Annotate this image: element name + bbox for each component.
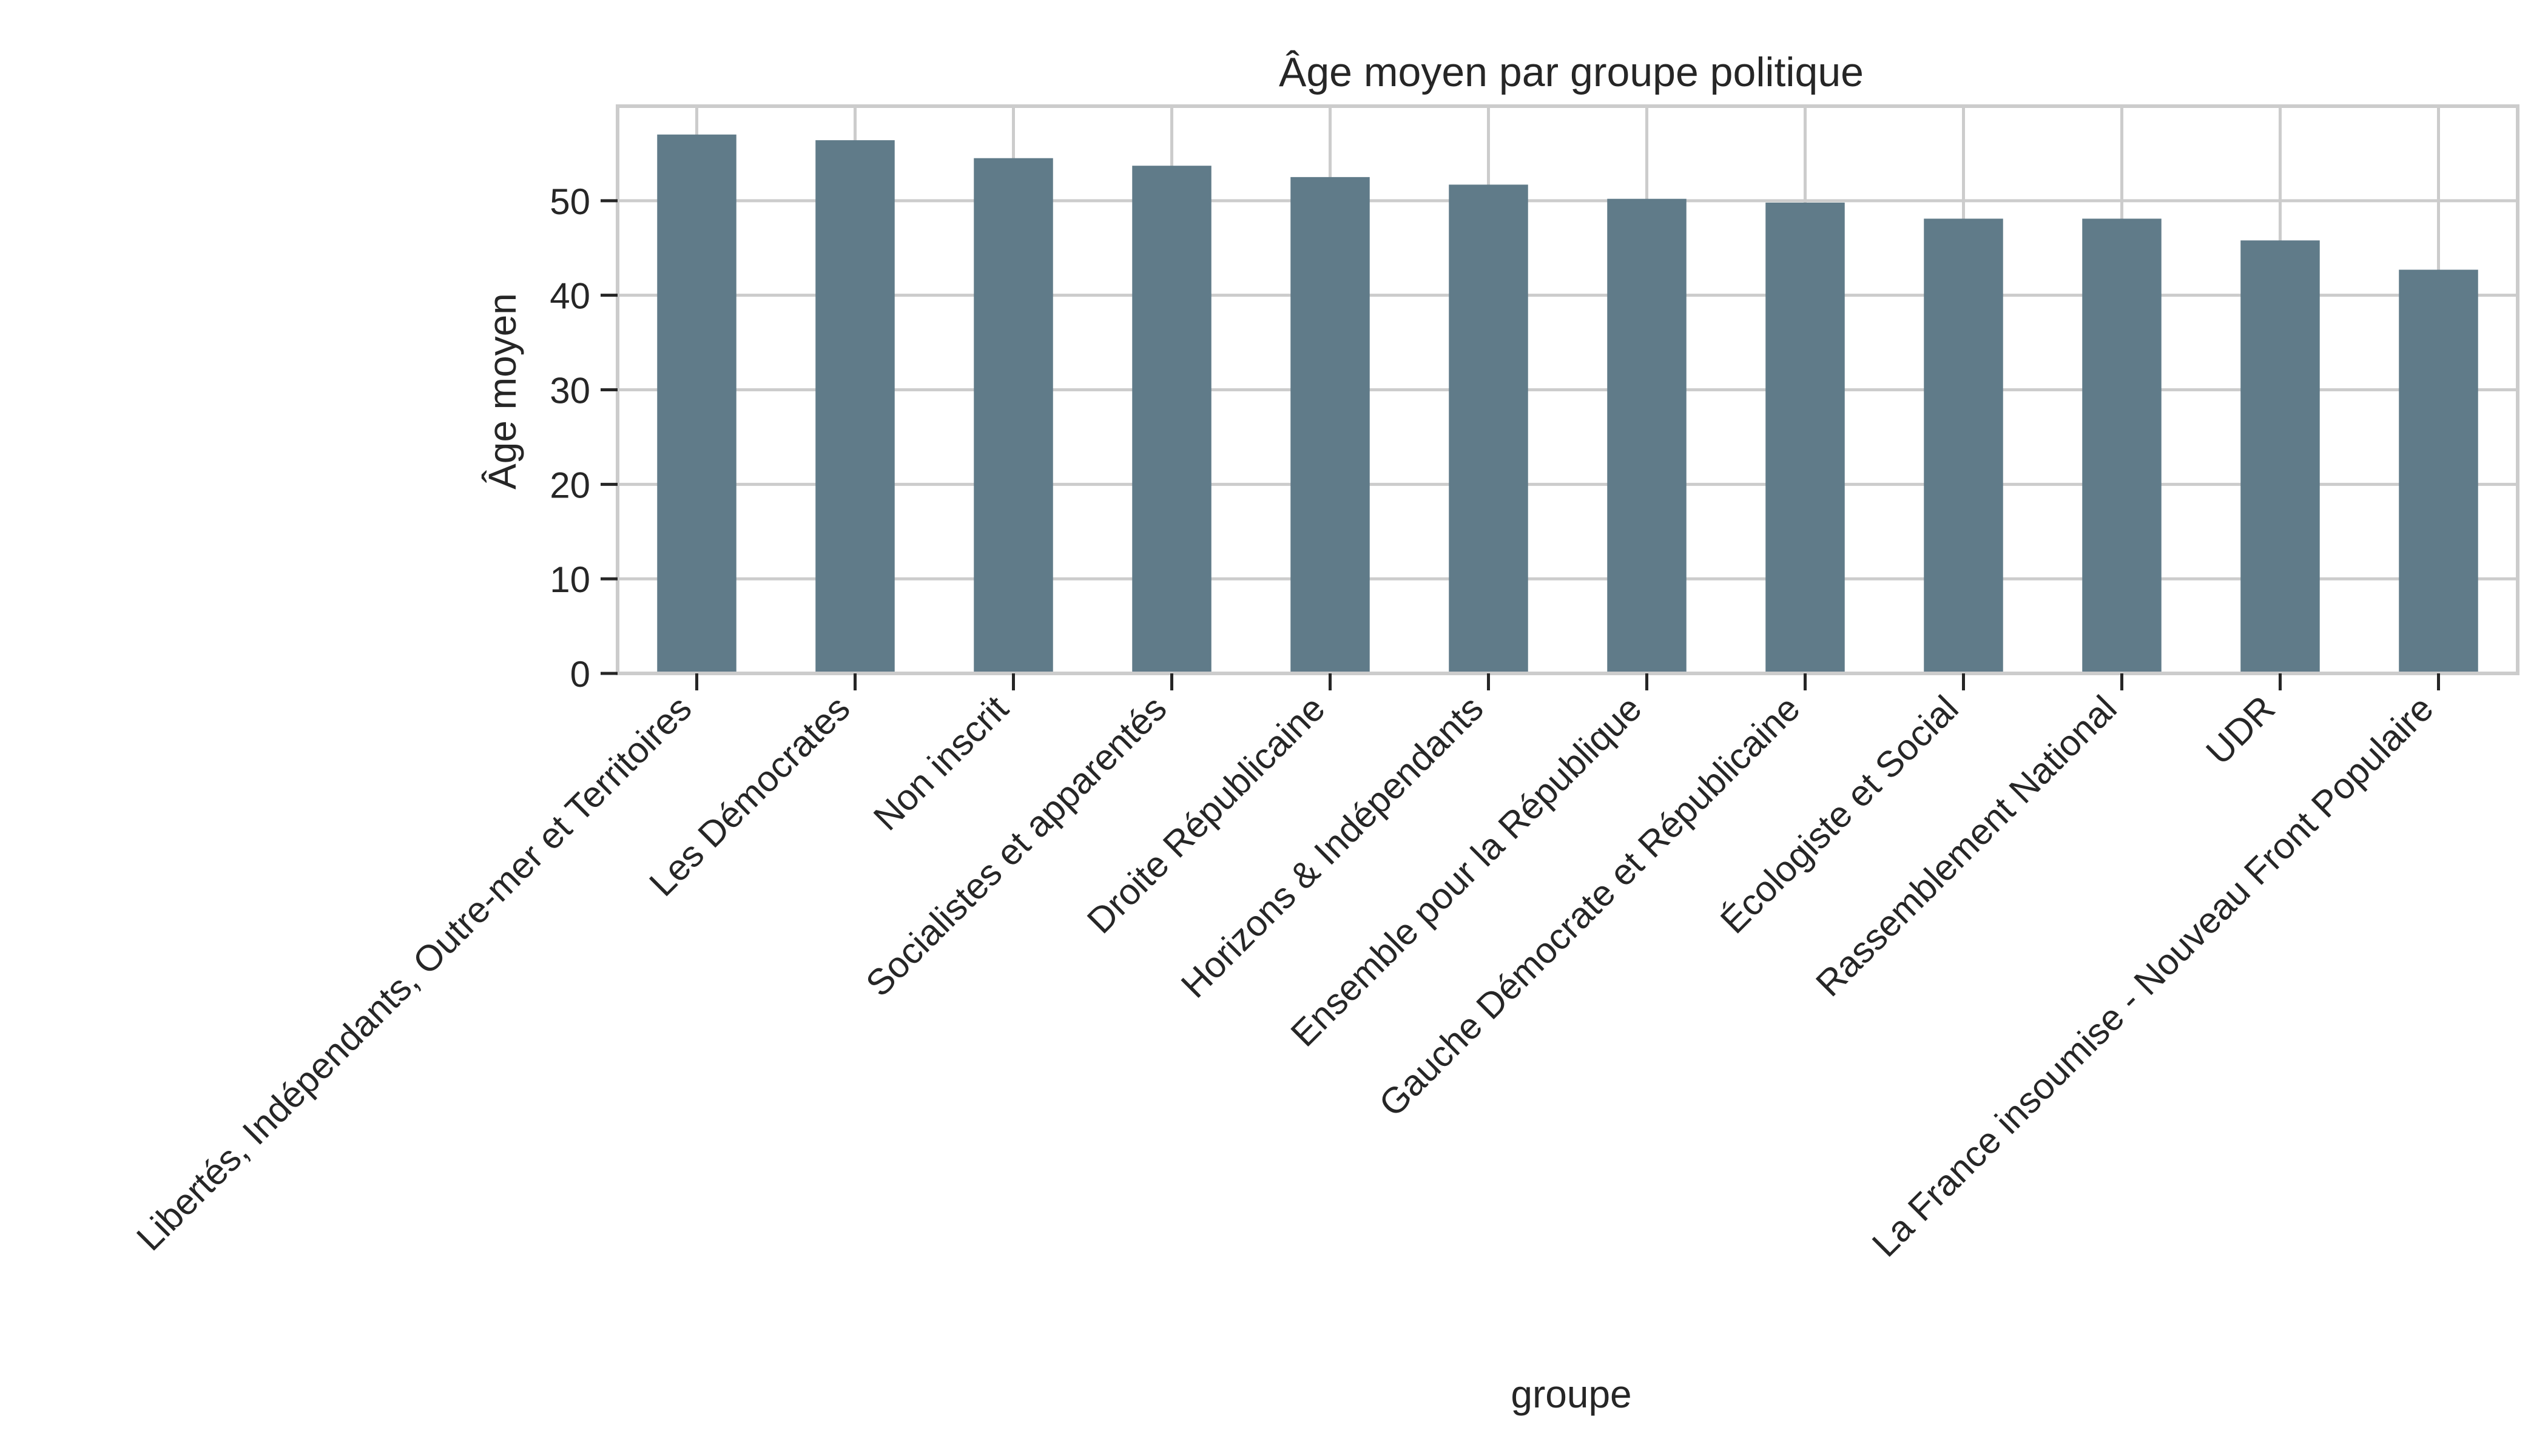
bar: [2399, 269, 2478, 673]
bars: [657, 134, 2478, 674]
x-tick-label: Ensemble pour la République: [1283, 688, 1650, 1054]
x-tick-label: Non inscrit: [866, 688, 1016, 838]
bar: [1449, 184, 1528, 673]
y-tick-label: 50: [550, 181, 590, 222]
x-tick-label: Socialistes et apparentés: [858, 688, 1174, 1004]
x-tick-label: UDR: [2198, 688, 2282, 772]
x-tick-label: La France insoumise - Nouveau Front Popu…: [1864, 688, 2441, 1265]
bar: [2240, 240, 2320, 673]
bar: [1924, 218, 2003, 674]
bar: [1607, 198, 1687, 673]
bar: [1765, 202, 1845, 673]
bar: [657, 134, 736, 673]
y-tick-label: 0: [570, 654, 590, 695]
y-tick-label: 30: [550, 371, 590, 411]
gridlines: [618, 106, 2518, 675]
y-axis-label: Âge moyen: [480, 293, 524, 490]
x-tick-label: Horizons & Indépendants: [1173, 688, 1491, 1006]
y-tick-label: 10: [550, 559, 590, 600]
bar: [1290, 177, 1370, 673]
y-tick-label: 40: [550, 276, 590, 317]
bar: [2082, 218, 2162, 674]
bar: [815, 140, 895, 674]
x-axis-label: groupe: [1511, 1372, 1631, 1416]
x-tick-label: Libertés, Indépendants, Outre-mer et Ter…: [129, 688, 699, 1258]
bar: [974, 158, 1053, 673]
x-tick-label: Rassemblement National: [1808, 688, 2124, 1004]
y-tick-label: 20: [550, 465, 590, 505]
chart-title: Âge moyen par groupe politique: [1279, 49, 1864, 95]
bar: [1132, 166, 1212, 673]
